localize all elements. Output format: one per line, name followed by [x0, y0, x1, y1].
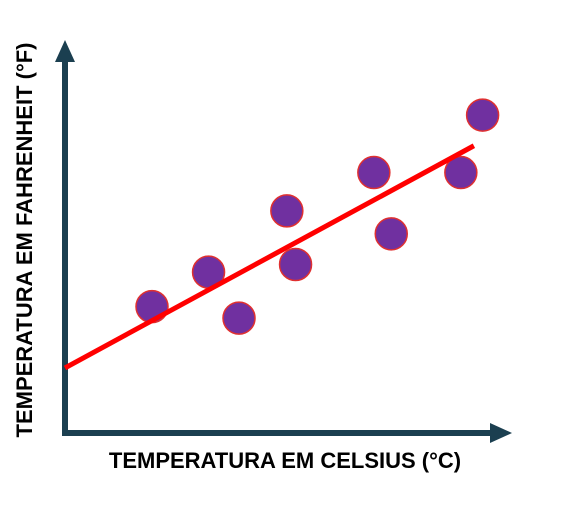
trend-line	[63, 143, 476, 371]
x-axis-label: TEMPERATURA EM CELSIUS (°C)	[109, 448, 461, 473]
point	[270, 194, 304, 228]
x-axis-arrow	[490, 423, 512, 443]
y-axis-arrow	[55, 40, 75, 62]
point	[357, 155, 391, 190]
y-axis-label: TEMPERATURA EM FAHRENHEIT (°F)	[12, 42, 37, 437]
point	[444, 155, 478, 190]
point	[222, 301, 256, 335]
point	[374, 217, 408, 251]
point	[278, 247, 313, 282]
point	[465, 98, 500, 132]
